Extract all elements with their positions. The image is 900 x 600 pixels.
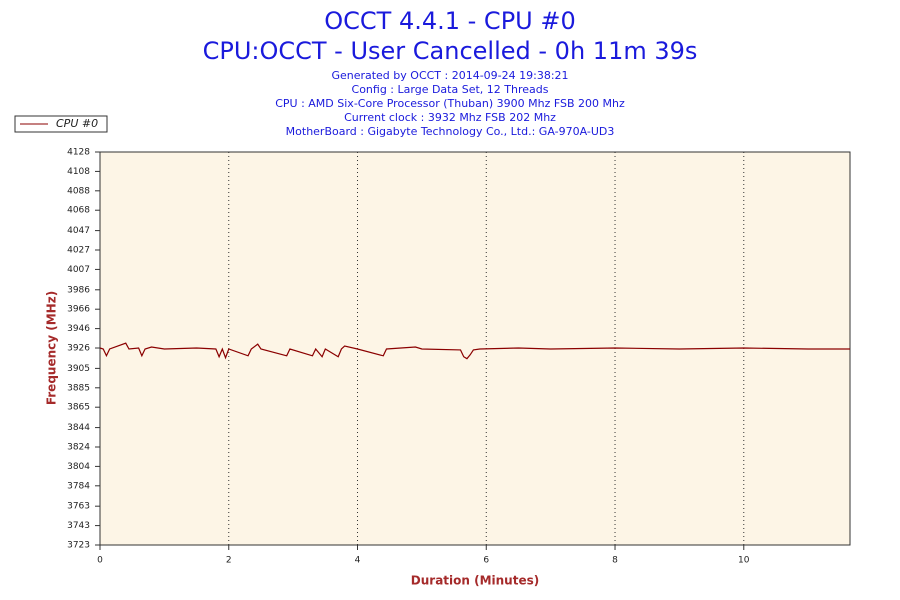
y-tick-label: 3905 — [67, 364, 90, 374]
x-tick-label: 8 — [612, 556, 618, 566]
y-axis-label: Frequency (MHz) — [45, 291, 59, 405]
y-tick-label: 3865 — [67, 403, 90, 413]
x-axis-label: Duration (Minutes) — [411, 574, 539, 588]
y-tick-label: 3966 — [67, 305, 90, 315]
y-tick-label: 4128 — [67, 148, 90, 158]
chart-subtitle: CPU:OCCT - User Cancelled - 0h 11m 39s — [203, 37, 698, 65]
y-tick-label: 3926 — [67, 344, 90, 354]
info-line: CPU : AMD Six-Core Processor (Thuban) 39… — [275, 97, 625, 110]
info-line: Config : Large Data Set, 12 Threads — [352, 83, 549, 96]
y-tick-label: 3885 — [67, 383, 90, 393]
y-tick-label: 4007 — [67, 265, 90, 275]
x-tick-label: 4 — [355, 556, 361, 566]
x-tick-label: 2 — [226, 556, 232, 566]
info-line: Generated by OCCT : 2014-09-24 19:38:21 — [331, 69, 568, 82]
y-tick-label: 3824 — [67, 442, 90, 452]
info-line: MotherBoard : Gigabyte Technology Co., L… — [286, 125, 615, 138]
y-tick-label: 3743 — [67, 521, 90, 531]
y-tick-label: 3804 — [67, 462, 90, 472]
y-tick-label: 4047 — [67, 226, 90, 236]
y-tick-label: 4088 — [67, 186, 90, 196]
y-tick-label: 4108 — [67, 167, 90, 177]
y-tick-label: 4068 — [67, 206, 90, 216]
y-tick-label: 4027 — [67, 246, 90, 256]
legend-label: CPU #0 — [56, 117, 98, 130]
legend-box — [14, 115, 108, 133]
line-series — [99, 342, 850, 360]
x-tick-label: 6 — [483, 556, 489, 566]
y-tick-label: 3784 — [67, 481, 90, 491]
x-tick-label: 0 — [97, 556, 103, 566]
info-line: Current clock : 3932 Mhz FSB 202 Mhz — [344, 111, 556, 124]
y-tick-label: 3723 — [67, 541, 90, 551]
y-tick-label: 3946 — [67, 324, 90, 334]
y-tick-label: 3763 — [67, 502, 90, 512]
chart-title: OCCT 4.4.1 - CPU #0 — [324, 7, 575, 35]
y-tick-label: 3844 — [67, 423, 90, 433]
x-tick-label: 10 — [738, 556, 750, 566]
y-tick-label: 3986 — [67, 285, 90, 295]
